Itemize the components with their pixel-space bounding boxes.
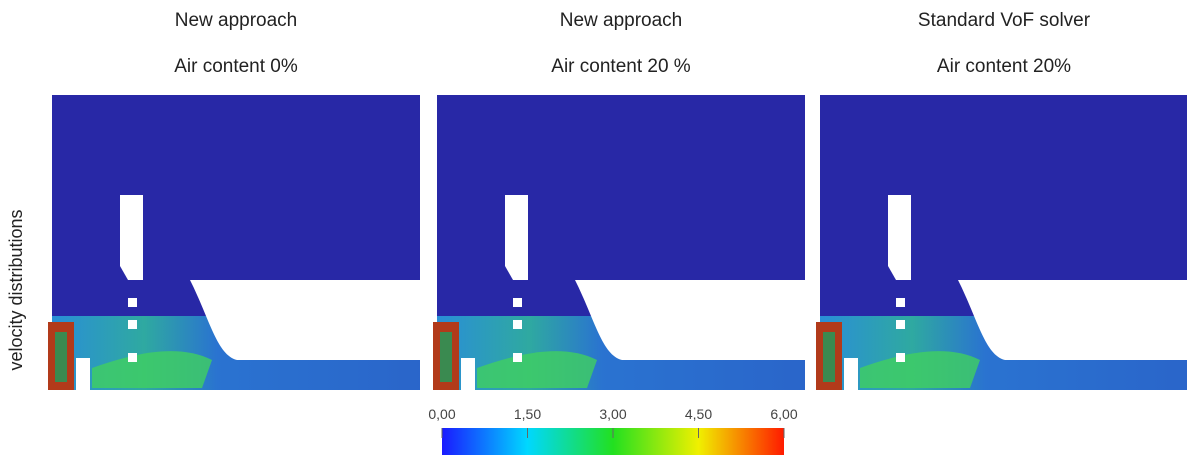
colorbar-tick-label: 3,00	[599, 406, 626, 422]
gap	[76, 358, 90, 390]
pier-block	[513, 320, 522, 329]
wall-core	[440, 332, 452, 382]
figure: velocity distributions New approach Air c…	[0, 0, 1187, 457]
colorbar-tick-label: 0,00	[428, 406, 455, 422]
pier-block	[513, 298, 522, 307]
pier-block	[128, 298, 137, 307]
y-label: velocity distributions	[6, 209, 26, 370]
wall-core	[823, 332, 835, 382]
panel-subtitle: Air content 20 %	[551, 56, 691, 77]
pillar	[505, 195, 528, 280]
velocity-field	[816, 95, 1187, 390]
panel-subtitle: Air content 20%	[937, 56, 1071, 77]
pier-block	[896, 353, 905, 362]
pillar	[120, 195, 143, 280]
gap	[461, 358, 475, 390]
pier-block	[513, 353, 522, 362]
panel-title: New approach	[175, 10, 298, 31]
panel-title: Standard VoF solver	[918, 10, 1091, 31]
pier-block	[128, 353, 137, 362]
panel-title: New approach	[560, 10, 683, 31]
spillway	[190, 280, 420, 360]
pier-block	[128, 320, 137, 329]
colorbar-tick-label: 1,50	[514, 406, 541, 422]
velocity-field	[48, 95, 420, 390]
pier-block	[896, 298, 905, 307]
velocity-field	[433, 95, 805, 390]
colorbar-tick-label: 4,50	[685, 406, 712, 422]
pier-block	[896, 320, 905, 329]
colorbar-tick-label: 6,00	[770, 406, 797, 422]
gap	[844, 358, 858, 390]
wall-core	[55, 332, 67, 382]
panel-subtitle: Air content 0%	[174, 56, 298, 77]
pillar	[888, 195, 911, 280]
spillway	[575, 280, 805, 360]
spillway	[958, 280, 1187, 360]
